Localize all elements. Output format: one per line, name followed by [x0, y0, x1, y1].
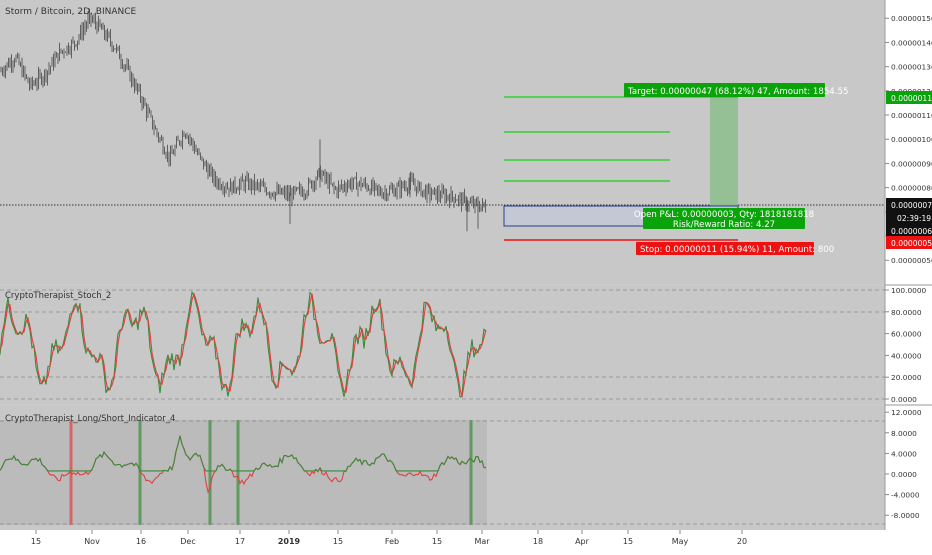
ls-signal-bar: [236, 420, 240, 525]
stoch-d-line: [0, 292, 487, 397]
stop-label-bg: [636, 242, 814, 255]
ls-tick-label: 12.0000: [891, 408, 922, 417]
time-tick-label: 15: [623, 537, 633, 546]
target-price-tag: [886, 91, 932, 104]
price-tick-label: 0.00000050: [891, 256, 932, 265]
price-series: [0, 8, 486, 232]
time-tick-label: 15: [333, 537, 343, 546]
ls-signal-bar: [138, 420, 142, 525]
ls-title[interactable]: CryptoTherapist_Long/Short_Indicator_4: [5, 414, 175, 424]
ls-signal-bar: [208, 420, 212, 525]
ls-tick-label: -8.0000: [891, 511, 920, 520]
target-label: Target: 0.00000047 (68.12%) 47, Amount: …: [627, 87, 848, 97]
time-tick-label: 16: [136, 537, 146, 546]
time-tick-label: 2019: [278, 537, 301, 546]
ls-signal-bar: [469, 420, 473, 525]
price-tick-label: 0.00000140: [891, 38, 932, 47]
symbol-title[interactable]: Storm / Bitcoin, 2D, BINANCE: [5, 7, 137, 17]
countdown-tag-text: 02:39:19: [897, 214, 931, 223]
stoch-panel-bg[interactable]: [0, 286, 885, 404]
time-tick-label: 15: [31, 537, 41, 546]
price-tick-label: 0.00000090: [891, 159, 932, 168]
time-tick-label: 20: [737, 537, 747, 546]
price-tick-label: 0.00000150: [891, 14, 932, 23]
ls-tick-label: 0.0000: [891, 470, 917, 479]
stop-price-tag-text: 0.00000058: [891, 239, 932, 248]
time-tick-label: May: [672, 537, 689, 546]
stoch-tick-label: 0.0000: [891, 395, 917, 404]
current-price-tag: [886, 198, 932, 211]
stoch-tick-label: 100.0000: [891, 286, 927, 295]
stoch-axis-ticks: 100.0000 80.0000 60.0000 40.0000 20.0000 0.00…: [885, 286, 927, 404]
stoch-tick-label: 20.0000: [891, 373, 922, 382]
price-tick-label: 0.00000100: [891, 135, 932, 144]
time-axis[interactable]: [0, 530, 932, 550]
price-tick-label: 0.00000110: [891, 111, 932, 120]
target-zone[interactable]: [710, 90, 738, 206]
stoch-title[interactable]: CryptoTherapist_Stoch_2: [5, 291, 111, 301]
time-tick-label: Apr: [575, 537, 590, 546]
target-price-tag-text: 0.00000116: [891, 94, 932, 103]
pnl-label-line1: Open P&L: 0.00000003, Qty: 1818181818: [634, 210, 814, 220]
price-tick-label: 0.00000130: [891, 63, 932, 72]
time-tick-label: 18: [533, 537, 543, 546]
price-axis[interactable]: [885, 0, 932, 530]
stoch-tick-label: 60.0000: [891, 330, 922, 339]
stoch-k-line: [0, 290, 487, 398]
price-tick-label: 0.00000080: [891, 184, 932, 193]
time-tick-label: 15: [432, 537, 442, 546]
stoch-tick-label: 40.0000: [891, 351, 922, 360]
time-axis-ticks: 15 Nov 16 Dec 17 2019 15 Feb 15 Mar 18 Apr 15 May 20: [31, 530, 747, 546]
time-tick-label: 17: [235, 537, 245, 546]
ls-tick-label: 8.0000: [891, 429, 917, 438]
ls-line-long: [0, 435, 487, 472]
stop-price-tag: [886, 236, 932, 249]
pnl-label-bg: [643, 208, 805, 229]
stoch-tick-label: 80.0000: [891, 308, 922, 317]
time-tick-label: Nov: [84, 537, 100, 546]
ls-tick-label: -4.0000: [891, 491, 920, 500]
entry-price-tag: [886, 224, 932, 237]
current-price-tag-text: 0.00000072: [891, 201, 932, 210]
ls-line-short: [0, 435, 487, 494]
target-label-bg: [624, 83, 825, 97]
ls-axis-ticks: 12.0000 8.0000 4.0000 0.0000 -4.0000 -8.0000: [885, 408, 922, 520]
pnl-label-line2: Risk/Reward Ratio: 4.27: [673, 220, 775, 230]
ls-tick-label: 4.0000: [891, 449, 917, 458]
main-panel-bg[interactable]: [0, 0, 885, 284]
time-tick-label: Mar: [474, 537, 490, 546]
entry-price-tag-text: 0.00000069: [891, 227, 932, 236]
time-tick-label: Feb: [385, 537, 399, 546]
stop-label: Stop: 0.00000011 (15.94%) 11, Amount: 80…: [640, 245, 834, 255]
time-tick-label: Dec: [180, 537, 195, 546]
ls-shade: [0, 420, 487, 525]
countdown-tag: [886, 211, 932, 224]
